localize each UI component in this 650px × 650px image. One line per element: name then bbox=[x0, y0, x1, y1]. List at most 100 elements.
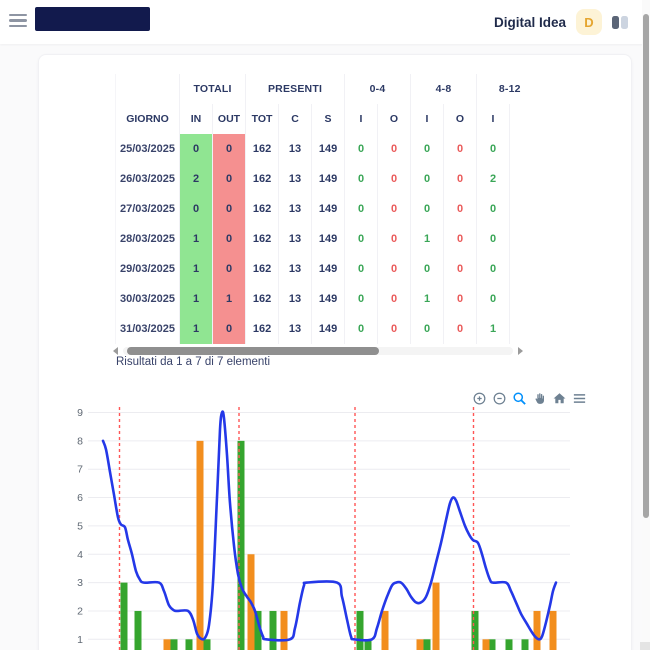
bar-uscite bbox=[280, 610, 288, 650]
table-cell: 1 bbox=[179, 314, 213, 344]
bar-ingressi bbox=[237, 440, 245, 650]
table-cell: 0 bbox=[476, 254, 510, 284]
table-group-header: 0-4 bbox=[344, 74, 411, 104]
table-cell: 1 bbox=[179, 284, 213, 314]
bar-uscite bbox=[549, 610, 557, 650]
table-group-header: 4-8 bbox=[410, 74, 477, 104]
brand-logo[interactable] bbox=[35, 7, 150, 31]
bar-uscite bbox=[482, 639, 490, 650]
table-cell: 27/03/2025 bbox=[115, 194, 180, 224]
scroll-left-arrow-icon[interactable] bbox=[113, 347, 118, 355]
table-cell: 0 bbox=[211, 194, 246, 224]
table-cell: 0 bbox=[377, 314, 411, 344]
table-cell: 0 bbox=[211, 164, 246, 194]
table-group-header: 8-12 bbox=[476, 74, 521, 104]
zoom-out-icon[interactable] bbox=[491, 390, 508, 407]
table-group-header: TOTALI bbox=[178, 74, 246, 104]
bar-ingressi bbox=[505, 639, 513, 650]
table-cell: 0 bbox=[443, 314, 477, 344]
scrollbar-thumb[interactable] bbox=[127, 347, 379, 355]
table-cell: 28/03/2025 bbox=[115, 224, 180, 254]
table-column-header: O bbox=[443, 104, 477, 134]
table-column-header: OUT bbox=[211, 104, 246, 134]
y-axis-label: 4 bbox=[77, 549, 83, 561]
user-area: Digital Idea D bbox=[494, 0, 628, 44]
table-cell: 29/03/2025 bbox=[115, 254, 180, 284]
y-axis-label: 2 bbox=[77, 605, 83, 617]
table-cell: 149 bbox=[311, 314, 345, 344]
table-column-header: O bbox=[377, 104, 411, 134]
table-cell: 0 bbox=[211, 224, 246, 254]
table-cell: 31/03/2025 bbox=[115, 314, 180, 344]
table-cell: 0 bbox=[410, 194, 444, 224]
pan-hand-icon[interactable] bbox=[531, 390, 548, 407]
table-cell: 0 bbox=[344, 314, 378, 344]
table-column-header: TOT bbox=[245, 104, 279, 134]
table-cell: 162 bbox=[245, 164, 279, 194]
table-column-header: O bbox=[509, 104, 521, 134]
y-axis-label: 6 bbox=[77, 492, 83, 504]
table-cell: 1 bbox=[410, 224, 444, 254]
table-cell: 0 bbox=[509, 194, 521, 224]
table-cell: 162 bbox=[245, 254, 279, 284]
table-cell: 162 bbox=[245, 134, 279, 164]
table-cell: 0 bbox=[179, 134, 213, 164]
table-cell: 149 bbox=[311, 254, 345, 284]
table-column-header-row: GIORNOINOUTTOTCSIOIOIO bbox=[115, 104, 521, 134]
table-column-header: C bbox=[278, 104, 312, 134]
table-cell: 0 bbox=[377, 254, 411, 284]
bar-uscite bbox=[432, 582, 440, 650]
vertical-scrollbar-thumb[interactable] bbox=[643, 14, 649, 518]
table-column-header: IN bbox=[179, 104, 213, 134]
table-cell: 0 bbox=[377, 194, 411, 224]
table-cell: 0 bbox=[476, 194, 510, 224]
table-cell: 149 bbox=[311, 194, 345, 224]
page-vertical-scrollbar[interactable] bbox=[642, 0, 650, 650]
top-header-bar: Digital Idea D bbox=[0, 0, 650, 44]
table-cell: 149 bbox=[311, 134, 345, 164]
bar-ingressi bbox=[170, 639, 178, 650]
table-cell: 0 bbox=[476, 224, 510, 254]
chart-menu-icon[interactable] bbox=[571, 390, 588, 407]
table-cell: 162 bbox=[245, 224, 279, 254]
table-cell: 162 bbox=[245, 194, 279, 224]
layout-columns-icon[interactable] bbox=[612, 15, 628, 29]
table-cell: 0 bbox=[344, 134, 378, 164]
table-cell: 13 bbox=[278, 164, 312, 194]
scroll-right-arrow-icon[interactable] bbox=[518, 347, 523, 355]
table-cell: 0 bbox=[179, 194, 213, 224]
table-cell: 0 bbox=[443, 134, 477, 164]
bar-ingressi bbox=[423, 639, 431, 650]
table-cell: 1 bbox=[410, 284, 444, 314]
table-cell: 0 bbox=[377, 284, 411, 314]
table-group-header: PRESENTI bbox=[245, 74, 345, 104]
table-cell: 0 bbox=[509, 134, 521, 164]
table-cell: 0 bbox=[443, 254, 477, 284]
y-axis-label: 1 bbox=[77, 634, 83, 646]
zoom-in-icon[interactable] bbox=[471, 390, 488, 407]
table-cell: 0 bbox=[377, 224, 411, 254]
home-reset-icon[interactable] bbox=[551, 390, 568, 407]
table-column-header: S bbox=[311, 104, 345, 134]
table-column-header: GIORNO bbox=[115, 104, 180, 134]
results-count-text: Risultati da 1 a 7 di 7 elementi bbox=[116, 356, 271, 368]
table-cell: 1 bbox=[211, 284, 246, 314]
bar-ingressi bbox=[488, 639, 496, 650]
table-cell: 0 bbox=[443, 224, 477, 254]
line-series bbox=[101, 410, 558, 642]
table-cell: 0 bbox=[443, 194, 477, 224]
bar-ingressi bbox=[364, 639, 372, 650]
table-cell: 149 bbox=[311, 284, 345, 314]
avatar[interactable]: D bbox=[576, 9, 602, 35]
table-cell: 0 bbox=[509, 254, 521, 284]
selection-zoom-icon[interactable] bbox=[511, 390, 528, 407]
bar-uscite bbox=[533, 610, 541, 650]
menu-icon[interactable] bbox=[9, 14, 27, 28]
table-cell: 30/03/2025 bbox=[115, 284, 180, 314]
table-cell: 0 bbox=[509, 224, 521, 254]
chart-canvas[interactable]: 1 2 3 4 5 6 7 8 9 bbox=[0, 380, 650, 650]
table-cell: 0 bbox=[410, 164, 444, 194]
user-name: Digital Idea bbox=[493, 14, 566, 30]
table-cell: 0 bbox=[443, 284, 477, 314]
table-cell: 162 bbox=[245, 314, 279, 344]
